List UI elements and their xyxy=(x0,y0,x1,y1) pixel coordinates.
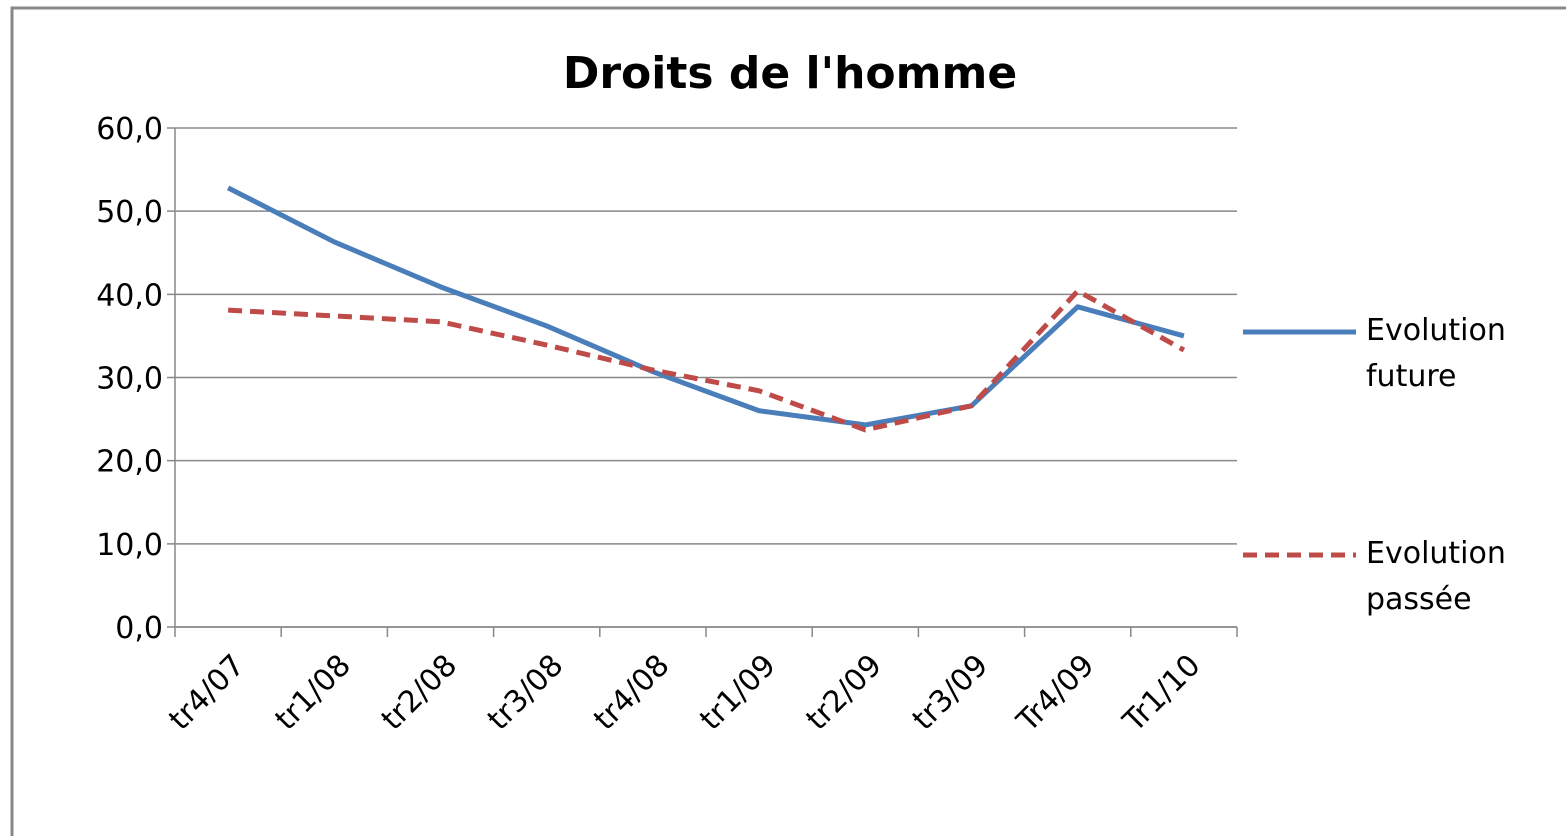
series-line xyxy=(227,288,1186,433)
y-tick-label: 40,0 xyxy=(96,278,163,313)
chart-frame xyxy=(10,6,1566,836)
legend-label: Evolution future xyxy=(1366,313,1506,394)
legend-label: Evolution passée xyxy=(1366,536,1506,617)
y-tick-label: 10,0 xyxy=(96,528,163,563)
series-line xyxy=(226,185,1185,428)
y-tick-label: 60,0 xyxy=(96,112,163,147)
y-tick-label: 50,0 xyxy=(96,195,163,230)
chart-title: Droits de l'homme xyxy=(563,48,1017,99)
y-tick-label: 20,0 xyxy=(96,445,163,480)
y-tick-label: 0,0 xyxy=(115,611,163,646)
y-tick-label: 30,0 xyxy=(96,362,163,397)
